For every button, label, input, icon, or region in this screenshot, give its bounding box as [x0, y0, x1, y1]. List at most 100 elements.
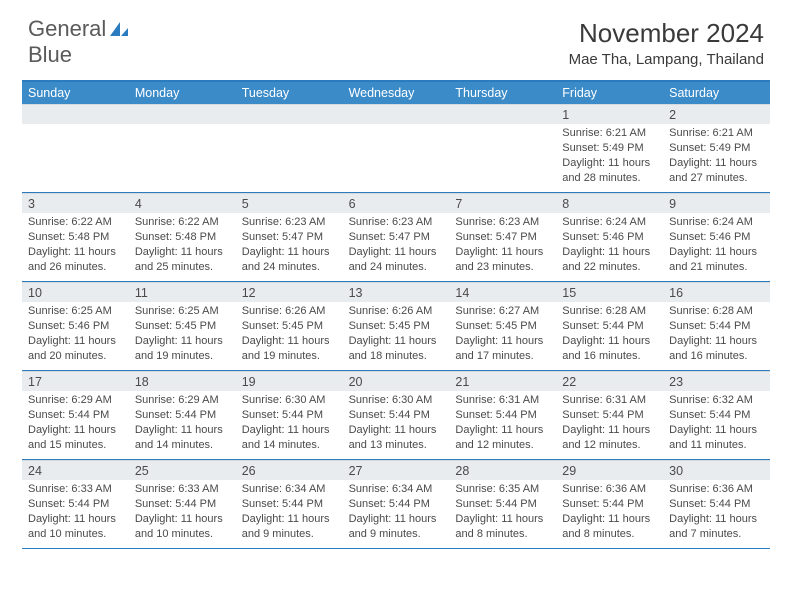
day-info: Sunrise: 6:24 AMSunset: 5:46 PMDaylight:…	[556, 213, 663, 277]
weeks-container: 1Sunrise: 6:21 AMSunset: 5:49 PMDaylight…	[22, 104, 770, 549]
day-of-week-cell: Sunday	[22, 82, 129, 104]
daylight-line: Daylight: 11 hours and 25 minutes.	[135, 245, 230, 275]
day-info: Sunrise: 6:29 AMSunset: 5:44 PMDaylight:…	[22, 391, 129, 455]
sunset-line: Sunset: 5:44 PM	[28, 408, 123, 423]
day-number: 6	[343, 193, 450, 213]
sunset-line: Sunset: 5:44 PM	[135, 497, 230, 512]
daylight-line: Daylight: 11 hours and 27 minutes.	[669, 156, 764, 186]
sunrise-line: Sunrise: 6:29 AM	[135, 393, 230, 408]
calendar-cell: 17Sunrise: 6:29 AMSunset: 5:44 PMDayligh…	[22, 371, 129, 459]
sunrise-line: Sunrise: 6:30 AM	[242, 393, 337, 408]
sunset-line: Sunset: 5:45 PM	[135, 319, 230, 334]
daylight-line: Daylight: 11 hours and 16 minutes.	[562, 334, 657, 364]
day-info: Sunrise: 6:28 AMSunset: 5:44 PMDaylight:…	[556, 302, 663, 366]
day-info: Sunrise: 6:30 AMSunset: 5:44 PMDaylight:…	[236, 391, 343, 455]
daylight-line: Daylight: 11 hours and 23 minutes.	[455, 245, 550, 275]
day-of-week-cell: Monday	[129, 82, 236, 104]
day-number: 21	[449, 371, 556, 391]
day-number: 22	[556, 371, 663, 391]
day-number: 26	[236, 460, 343, 480]
brand-word-blue-wrap: Blue	[28, 44, 72, 67]
day-number: 5	[236, 193, 343, 213]
day-info: Sunrise: 6:31 AMSunset: 5:44 PMDaylight:…	[556, 391, 663, 455]
calendar-cell: 15Sunrise: 6:28 AMSunset: 5:44 PMDayligh…	[556, 282, 663, 370]
day-info: Sunrise: 6:21 AMSunset: 5:49 PMDaylight:…	[556, 124, 663, 188]
day-number: 17	[22, 371, 129, 391]
daylight-line: Daylight: 11 hours and 19 minutes.	[242, 334, 337, 364]
calendar-cell: 1Sunrise: 6:21 AMSunset: 5:49 PMDaylight…	[556, 104, 663, 192]
sunset-line: Sunset: 5:45 PM	[349, 319, 444, 334]
day-number-blank	[449, 104, 556, 124]
day-info: Sunrise: 6:24 AMSunset: 5:46 PMDaylight:…	[663, 213, 770, 277]
location-subtitle: Mae Tha, Lampang, Thailand	[569, 51, 764, 68]
calendar-cell: 11Sunrise: 6:25 AMSunset: 5:45 PMDayligh…	[129, 282, 236, 370]
week-row: 3Sunrise: 6:22 AMSunset: 5:48 PMDaylight…	[22, 193, 770, 282]
calendar-cell: 4Sunrise: 6:22 AMSunset: 5:48 PMDaylight…	[129, 193, 236, 281]
sail-icon	[108, 20, 130, 38]
calendar-cell: 25Sunrise: 6:33 AMSunset: 5:44 PMDayligh…	[129, 460, 236, 548]
day-info: Sunrise: 6:32 AMSunset: 5:44 PMDaylight:…	[663, 391, 770, 455]
day-number: 8	[556, 193, 663, 213]
sunset-line: Sunset: 5:46 PM	[669, 230, 764, 245]
sunrise-line: Sunrise: 6:25 AM	[28, 304, 123, 319]
daylight-line: Daylight: 11 hours and 20 minutes.	[28, 334, 123, 364]
calendar-cell: 28Sunrise: 6:35 AMSunset: 5:44 PMDayligh…	[449, 460, 556, 548]
day-info: Sunrise: 6:25 AMSunset: 5:45 PMDaylight:…	[129, 302, 236, 366]
day-number: 24	[22, 460, 129, 480]
sunset-line: Sunset: 5:49 PM	[669, 141, 764, 156]
calendar-cell: 22Sunrise: 6:31 AMSunset: 5:44 PMDayligh…	[556, 371, 663, 459]
day-number-blank	[236, 104, 343, 124]
day-info: Sunrise: 6:23 AMSunset: 5:47 PMDaylight:…	[236, 213, 343, 277]
calendar-cell: 8Sunrise: 6:24 AMSunset: 5:46 PMDaylight…	[556, 193, 663, 281]
daylight-line: Daylight: 11 hours and 11 minutes.	[669, 423, 764, 453]
sunset-line: Sunset: 5:46 PM	[28, 319, 123, 334]
calendar: SundayMondayTuesdayWednesdayThursdayFrid…	[22, 80, 770, 549]
sunset-line: Sunset: 5:45 PM	[455, 319, 550, 334]
sunset-line: Sunset: 5:44 PM	[28, 497, 123, 512]
day-number: 12	[236, 282, 343, 302]
day-info: Sunrise: 6:28 AMSunset: 5:44 PMDaylight:…	[663, 302, 770, 366]
brand-word-blue: Blue	[28, 42, 72, 67]
calendar-cell: 21Sunrise: 6:31 AMSunset: 5:44 PMDayligh…	[449, 371, 556, 459]
daylight-line: Daylight: 11 hours and 12 minutes.	[455, 423, 550, 453]
daylight-line: Daylight: 11 hours and 16 minutes.	[669, 334, 764, 364]
sunrise-line: Sunrise: 6:31 AM	[562, 393, 657, 408]
sunset-line: Sunset: 5:44 PM	[455, 497, 550, 512]
day-number: 25	[129, 460, 236, 480]
calendar-cell: 27Sunrise: 6:34 AMSunset: 5:44 PMDayligh…	[343, 460, 450, 548]
calendar-cell-blank	[129, 104, 236, 192]
day-number: 1	[556, 104, 663, 124]
daylight-line: Daylight: 11 hours and 14 minutes.	[135, 423, 230, 453]
sunset-line: Sunset: 5:44 PM	[562, 408, 657, 423]
day-info: Sunrise: 6:26 AMSunset: 5:45 PMDaylight:…	[343, 302, 450, 366]
daylight-line: Daylight: 11 hours and 9 minutes.	[242, 512, 337, 542]
sunrise-line: Sunrise: 6:29 AM	[28, 393, 123, 408]
daylight-line: Daylight: 11 hours and 7 minutes.	[669, 512, 764, 542]
sunrise-line: Sunrise: 6:22 AM	[135, 215, 230, 230]
day-info: Sunrise: 6:27 AMSunset: 5:45 PMDaylight:…	[449, 302, 556, 366]
sunrise-line: Sunrise: 6:30 AM	[349, 393, 444, 408]
daylight-line: Daylight: 11 hours and 9 minutes.	[349, 512, 444, 542]
daylight-line: Daylight: 11 hours and 10 minutes.	[135, 512, 230, 542]
week-row: 1Sunrise: 6:21 AMSunset: 5:49 PMDaylight…	[22, 104, 770, 193]
daylight-line: Daylight: 11 hours and 17 minutes.	[455, 334, 550, 364]
header: General November 2024 Mae Tha, Lampang, …	[0, 0, 792, 76]
calendar-cell: 16Sunrise: 6:28 AMSunset: 5:44 PMDayligh…	[663, 282, 770, 370]
day-number: 27	[343, 460, 450, 480]
calendar-cell: 6Sunrise: 6:23 AMSunset: 5:47 PMDaylight…	[343, 193, 450, 281]
sunset-line: Sunset: 5:47 PM	[242, 230, 337, 245]
day-info: Sunrise: 6:33 AMSunset: 5:44 PMDaylight:…	[129, 480, 236, 544]
calendar-cell: 24Sunrise: 6:33 AMSunset: 5:44 PMDayligh…	[22, 460, 129, 548]
daylight-line: Daylight: 11 hours and 19 minutes.	[135, 334, 230, 364]
calendar-cell-blank	[449, 104, 556, 192]
sunset-line: Sunset: 5:44 PM	[669, 497, 764, 512]
sunset-line: Sunset: 5:47 PM	[349, 230, 444, 245]
sunset-line: Sunset: 5:46 PM	[562, 230, 657, 245]
sunrise-line: Sunrise: 6:23 AM	[242, 215, 337, 230]
calendar-cell: 10Sunrise: 6:25 AMSunset: 5:46 PMDayligh…	[22, 282, 129, 370]
daylight-line: Daylight: 11 hours and 26 minutes.	[28, 245, 123, 275]
calendar-cell: 2Sunrise: 6:21 AMSunset: 5:49 PMDaylight…	[663, 104, 770, 192]
sunrise-line: Sunrise: 6:36 AM	[669, 482, 764, 497]
calendar-cell: 9Sunrise: 6:24 AMSunset: 5:46 PMDaylight…	[663, 193, 770, 281]
day-number: 3	[22, 193, 129, 213]
